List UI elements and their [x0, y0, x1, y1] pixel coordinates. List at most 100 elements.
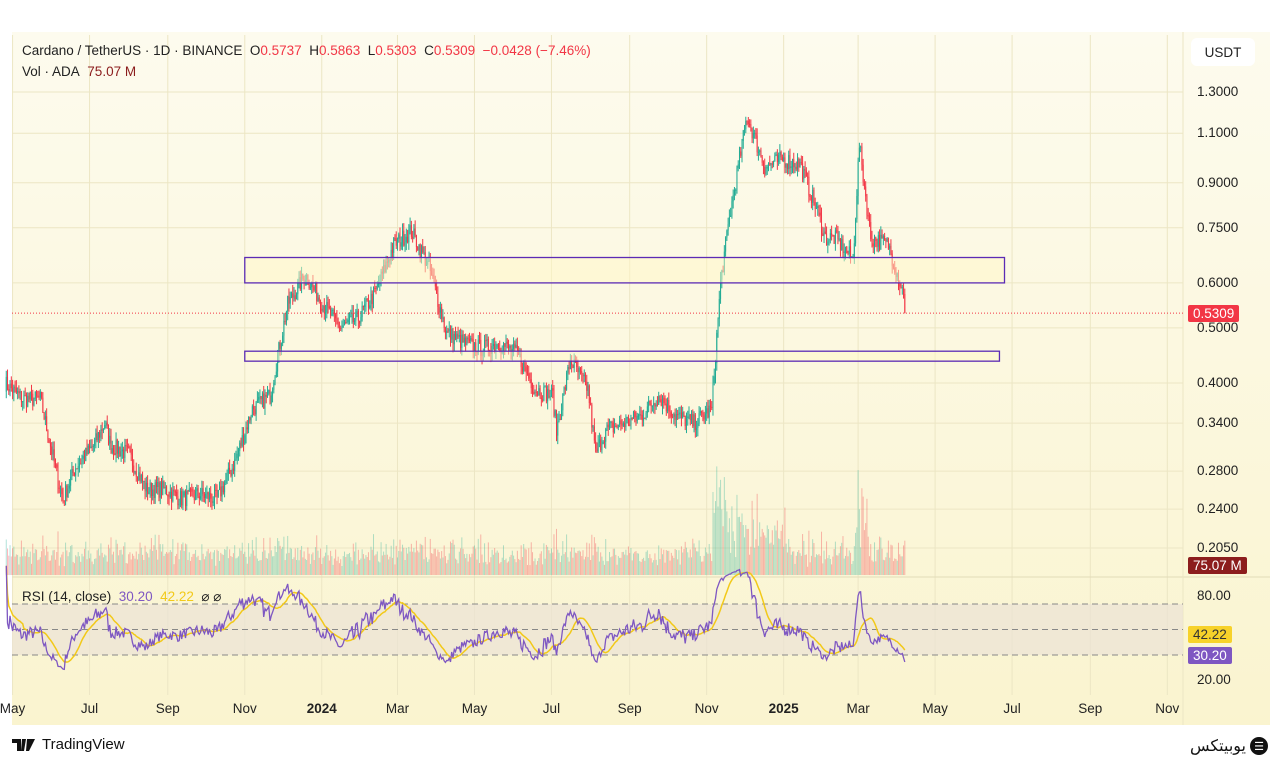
candle-body [760, 150, 762, 158]
volume-bar [236, 557, 238, 575]
candle-body [627, 416, 629, 425]
volume-bar [354, 551, 356, 575]
candle-body [713, 376, 715, 384]
volume-bar [646, 550, 648, 575]
volume-bar [86, 559, 88, 575]
candle-body [394, 237, 396, 239]
candle-body [899, 284, 901, 287]
volume-bar [539, 553, 541, 575]
candle-body [725, 237, 727, 252]
candle-body [179, 491, 181, 505]
candle-body [24, 395, 26, 397]
volume-bar [443, 545, 445, 575]
candle-body [877, 235, 879, 247]
candle-body [505, 341, 507, 347]
candle-body [110, 435, 112, 454]
candle-body [867, 215, 869, 217]
candle-body [735, 189, 737, 191]
volume-bar [770, 542, 772, 575]
candle-body [826, 233, 828, 246]
volume-bar [322, 557, 324, 575]
volume-bar [834, 541, 836, 575]
candle-body [140, 475, 142, 482]
candle-body [332, 309, 334, 311]
time-axis-label: Jul [1003, 701, 1021, 716]
candle-body [901, 287, 903, 289]
volume-bar [451, 543, 453, 575]
candle-body [862, 164, 864, 183]
volume-bar [615, 554, 617, 575]
volume-bar [828, 555, 830, 575]
candle-body [614, 425, 616, 433]
volume-bar [693, 543, 695, 575]
tradingview-logo[interactable]: TradingView [12, 736, 125, 753]
candle-body [680, 412, 682, 419]
candle-body [436, 286, 438, 294]
volume-bar [71, 544, 73, 575]
candle-body [345, 322, 347, 324]
volume-bar [644, 560, 646, 575]
volume-bar [877, 549, 879, 575]
volume-bar [875, 561, 877, 575]
volume-bar [261, 551, 263, 575]
volume-bar [663, 549, 665, 575]
candle-body [336, 318, 338, 322]
volume-bar [467, 561, 469, 575]
volume-bar [222, 554, 224, 575]
candle-body [263, 393, 265, 409]
hidden-eye-icon[interactable]: ⌀ ⌀ [201, 589, 222, 604]
candle-body [526, 372, 528, 374]
volume-bar [648, 558, 650, 575]
volume-bar [58, 565, 60, 575]
currency-button[interactable]: USDT [1191, 38, 1255, 66]
volume-bar [583, 559, 585, 575]
brand-watermark: ☰ یوبیتکس [1190, 736, 1268, 756]
volume-bar [537, 560, 539, 575]
candle-body [73, 472, 75, 476]
volume-bar [674, 548, 676, 575]
volume-bar [504, 559, 506, 575]
candle-body [337, 321, 339, 328]
volume-bar [725, 499, 727, 575]
candle-body [564, 387, 566, 390]
volume-bar [688, 557, 690, 575]
volume-bar [492, 554, 494, 575]
candle-body [439, 307, 441, 313]
candle-body [881, 234, 883, 239]
candle-body [691, 414, 693, 421]
volume-bar [779, 539, 781, 575]
candle-body [423, 252, 425, 254]
high-label: H [309, 43, 319, 58]
volume-bar [297, 547, 299, 575]
candle-body [113, 448, 115, 454]
candle-body [484, 340, 486, 353]
candle-body [126, 446, 128, 448]
candle-body [706, 408, 708, 414]
volume-bar [60, 557, 62, 575]
candle-body [747, 121, 749, 125]
volume-bar [482, 562, 484, 575]
candle-body [317, 297, 319, 302]
candle-body [77, 466, 79, 469]
candle-body [814, 202, 816, 209]
candle-body [596, 448, 598, 452]
candle-body [823, 231, 825, 236]
volume-bar [793, 551, 795, 575]
candle-body [191, 488, 193, 492]
candle-body [776, 154, 778, 163]
support-zone [244, 350, 1001, 362]
candle-body [660, 399, 662, 406]
volume-bar [574, 552, 576, 575]
candle-body [550, 388, 552, 397]
candle-body [785, 164, 787, 168]
volume-bar [786, 552, 788, 575]
volume-bar [769, 543, 771, 575]
candle-body [32, 393, 34, 406]
volume-bar [750, 546, 752, 575]
candle-body [9, 383, 11, 392]
volume-bar [100, 543, 102, 575]
volume-bar [790, 554, 792, 575]
volume-bar [52, 550, 54, 575]
volume-bar [533, 561, 535, 575]
